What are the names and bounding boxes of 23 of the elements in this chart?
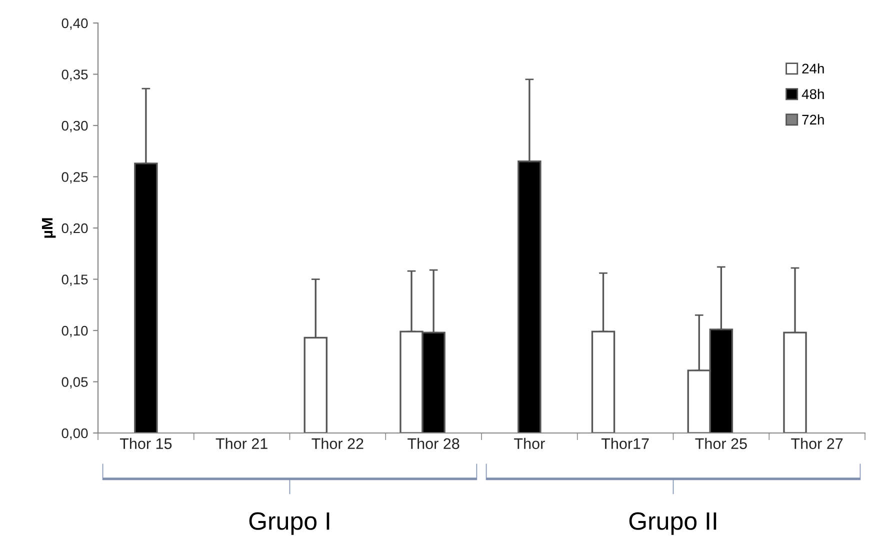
legend-label: 72h — [802, 114, 824, 124]
y-tick-label: 0,05 — [62, 377, 88, 389]
x-tick-label: Thor 27 — [791, 438, 843, 450]
text: Grupo II — [629, 512, 716, 535]
legend-label: 48h — [802, 88, 824, 100]
y-tick-label: 0,00 — [62, 428, 88, 440]
y-tick-label: 0,20 — [62, 223, 88, 235]
y-tick-label: 0,40 — [62, 18, 88, 30]
x-tick-label: Thor 21 — [216, 438, 268, 450]
y-tick-label: 0,35 — [62, 70, 88, 82]
x-tick-label: Thor17 — [601, 438, 649, 450]
y-tick-label: 0,15 — [62, 274, 88, 286]
legend-label: 24h — [802, 63, 824, 74]
y-tick-label: 0,10 — [62, 326, 88, 338]
y-tick-label: 0,30 — [62, 120, 88, 132]
x-tick-label: Thor — [514, 438, 545, 450]
text: Grupo I — [249, 512, 330, 535]
y-axis-title: µM — [42, 218, 56, 238]
x-tick-label: Thor 15 — [120, 438, 172, 450]
x-tick-label: Thor 28 — [408, 438, 460, 450]
x-tick-label: Thor 25 — [695, 438, 747, 450]
x-tick-label: Thor 22 — [312, 438, 364, 450]
y-tick-label: 0,25 — [62, 172, 88, 184]
